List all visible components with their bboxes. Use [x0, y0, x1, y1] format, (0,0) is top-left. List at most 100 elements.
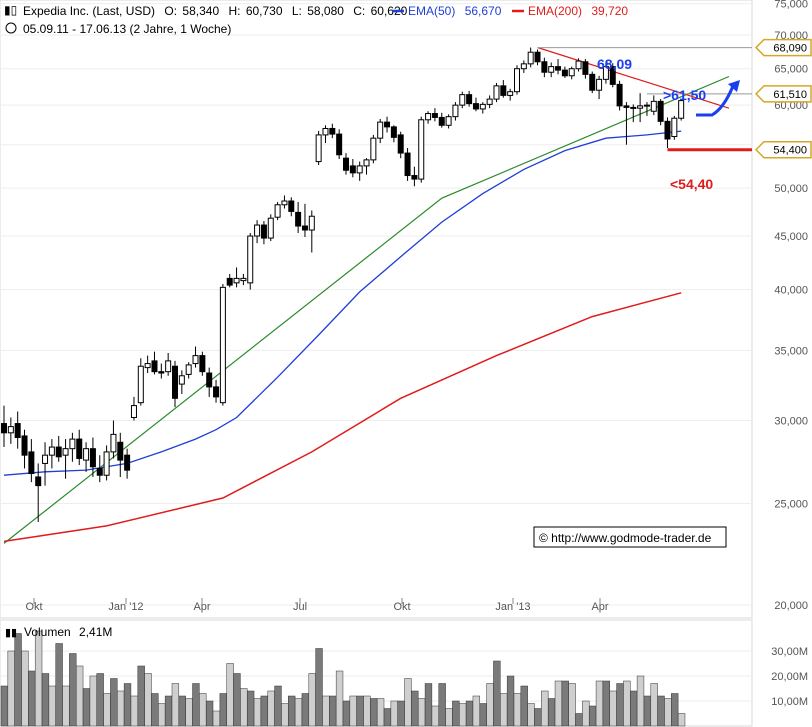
- candle-body: [671, 117, 678, 138]
- candle-body: [561, 69, 568, 77]
- volume-bar: [0, 685, 9, 727]
- candle-body: [96, 467, 103, 476]
- candle: [609, 63, 616, 88]
- candle-body: [213, 386, 220, 398]
- time-tick-label: Apr: [591, 601, 608, 613]
- volume-bar: [424, 683, 433, 727]
- volume-bar: [472, 695, 481, 727]
- candle-body: [48, 446, 55, 456]
- candle-body: [616, 83, 623, 107]
- candle: [151, 351, 158, 375]
- volume-bar: [158, 703, 166, 727]
- candle: [322, 125, 329, 144]
- watermark-text: © http://www.godmode-trader.de: [539, 531, 712, 545]
- volume-bar: [233, 673, 241, 727]
- price-tag: 61,510: [754, 85, 812, 103]
- candle-body: [650, 100, 657, 112]
- legend-ema200-label: EMA(200): [528, 4, 582, 18]
- volume-bar: [588, 705, 597, 727]
- volume-bar: [192, 683, 200, 727]
- candle-body: [226, 277, 233, 286]
- candle: [602, 62, 609, 84]
- candle: [568, 66, 575, 80]
- candle-body: [83, 448, 90, 461]
- candle: [425, 111, 432, 124]
- candle-body: [479, 103, 486, 110]
- candle-body: [76, 438, 83, 459]
- volume-bar: [506, 675, 515, 727]
- candle-body: [343, 157, 349, 171]
- volume-bar: [390, 700, 398, 727]
- legend-ema50: EMA(50) 56,670: [392, 4, 502, 18]
- volume-bar: [137, 665, 145, 727]
- candle: [575, 58, 582, 72]
- volume-bar: [568, 683, 576, 727]
- candle-body: [520, 63, 527, 70]
- volume-bars: [0, 630, 686, 727]
- low-value: 58,080: [307, 4, 344, 18]
- volume-bar: [89, 675, 97, 727]
- breakout-arrow-icon: [696, 80, 740, 117]
- candle: [130, 396, 137, 421]
- chart-type-icon: ▮▯: [4, 3, 17, 17]
- candle: [288, 197, 295, 217]
- candle-body: [514, 68, 520, 93]
- price-tick-label: 50,000: [774, 183, 808, 195]
- candle-body: [69, 438, 76, 450]
- candle-body: [247, 235, 254, 284]
- candle-body: [55, 446, 62, 458]
- close-value: 60,620: [371, 4, 408, 18]
- candle: [219, 283, 226, 406]
- volume-bar: [623, 680, 631, 727]
- time-tick-label: Jan '12: [108, 601, 143, 613]
- volume-bar: [82, 688, 91, 727]
- candle: [62, 439, 69, 479]
- candle: [363, 158, 370, 175]
- volume-bar: [335, 670, 344, 727]
- candle: [192, 346, 199, 368]
- volume-bar: [554, 680, 563, 727]
- volume-bar: [144, 673, 152, 727]
- volume-bar: [383, 708, 392, 727]
- candle: [650, 95, 657, 116]
- reset-zoom-icon[interactable]: [5, 22, 17, 34]
- close-label: C:: [353, 4, 365, 18]
- candle: [336, 129, 343, 160]
- price-tick-label: 20,000: [774, 600, 808, 612]
- candle-body: [144, 363, 151, 369]
- price-tick-label: 45,000: [774, 231, 808, 243]
- candle: [295, 201, 302, 234]
- candle-body: [89, 448, 96, 468]
- candle-body: [199, 355, 206, 373]
- volume-bar: [130, 695, 139, 727]
- candles: [1, 47, 685, 523]
- candle-body: [418, 119, 425, 180]
- candle-body: [370, 137, 377, 161]
- candle-body: [301, 225, 308, 231]
- volume-bar: [253, 698, 262, 727]
- candle: [356, 161, 363, 181]
- price-tag-value: 54,400: [773, 145, 807, 157]
- candle: [124, 448, 131, 479]
- candle: [623, 102, 630, 145]
- candle-body: [363, 159, 370, 167]
- price-tick-label: 25,000: [774, 498, 808, 510]
- candle-body: [103, 451, 110, 476]
- price-axis: 20,000 25,000 30,000 35,000 40,000 45,000 50,0…: [774, 0, 808, 612]
- price-tick-label: 40,000: [774, 285, 808, 297]
- price-tag-value: 61,510: [773, 89, 807, 101]
- price-tick-label: 35,000: [774, 345, 808, 357]
- legend-ema200: EMA(200) 39,720: [512, 4, 628, 18]
- volume-bar: [438, 683, 446, 727]
- candle-body: [589, 73, 596, 91]
- candle: [254, 220, 261, 244]
- volume-bar: [219, 693, 227, 727]
- volume-bar: [226, 663, 234, 727]
- candle-body: [165, 360, 172, 373]
- candle-body: [602, 66, 609, 80]
- svg-text:Expedia Inc. (Last, USD): Expedia Inc. (Last, USD) O: 58,340 H: 60…: [23, 4, 408, 18]
- candle: [514, 65, 520, 95]
- candle: [178, 370, 185, 395]
- candle-body: [397, 134, 404, 154]
- candle: [301, 203, 308, 238]
